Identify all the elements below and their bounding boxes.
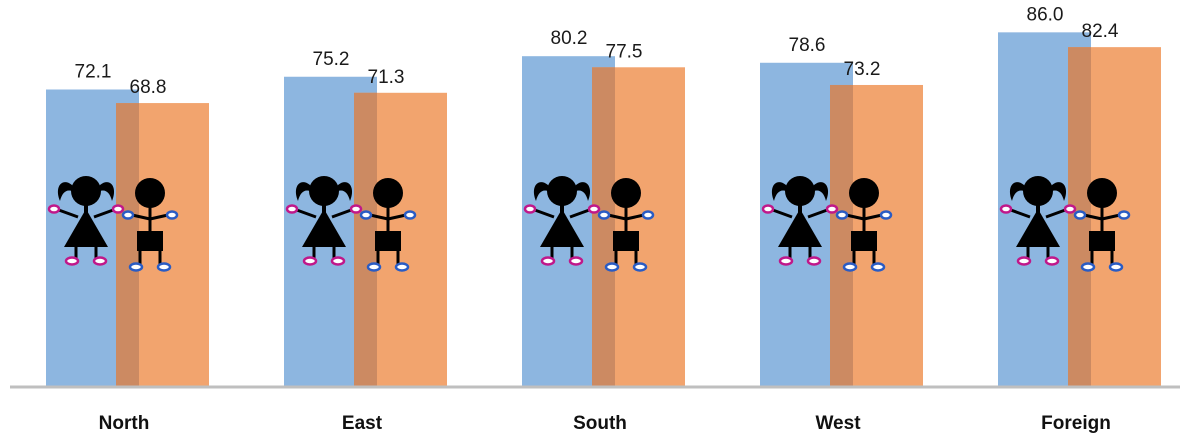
value-label-series2-north: 68.8 bbox=[130, 77, 167, 98]
value-label-series1-foreign: 86.0 bbox=[1027, 4, 1064, 25]
girl-figure-icon bbox=[47, 176, 125, 266]
bar-overlap-east bbox=[354, 92, 377, 387]
boy-figure-icon bbox=[121, 178, 179, 272]
boy-figure-icon bbox=[835, 178, 893, 272]
category-label-east: East bbox=[342, 413, 383, 434]
labels-layer: 72.1 68.8 North 75.2 71.3 East 80.2 77.5 South 78… bbox=[75, 4, 1119, 434]
bar-overlap-west bbox=[830, 84, 853, 386]
value-label-series1-east: 75.2 bbox=[313, 49, 350, 70]
bar-overlap-south bbox=[592, 67, 615, 386]
value-label-series2-foreign: 82.4 bbox=[1082, 21, 1119, 42]
boy-figure-icon bbox=[597, 178, 655, 272]
category-label-west: West bbox=[815, 413, 861, 434]
boy-figure-icon bbox=[1073, 178, 1131, 272]
girl-figure-icon bbox=[999, 176, 1077, 266]
value-label-series1-south: 80.2 bbox=[551, 28, 588, 49]
category-label-north: North bbox=[99, 413, 150, 434]
girl-figure-icon bbox=[285, 176, 363, 266]
category-label-south: South bbox=[573, 413, 627, 434]
category-label-foreign: Foreign bbox=[1041, 413, 1111, 434]
bar-overlap-north bbox=[116, 103, 139, 386]
value-label-series2-east: 71.3 bbox=[368, 67, 405, 88]
girl-figure-icon bbox=[761, 176, 839, 266]
value-label-series1-west: 78.6 bbox=[789, 35, 826, 56]
value-label-series2-west: 73.2 bbox=[844, 59, 881, 80]
boy-figure-icon bbox=[359, 178, 417, 272]
girl-figure-icon bbox=[523, 176, 601, 266]
figures-layer bbox=[47, 176, 1131, 272]
overlap-layer bbox=[116, 47, 1091, 387]
value-label-series2-south: 77.5 bbox=[606, 41, 643, 62]
value-label-series1-north: 72.1 bbox=[75, 61, 112, 82]
